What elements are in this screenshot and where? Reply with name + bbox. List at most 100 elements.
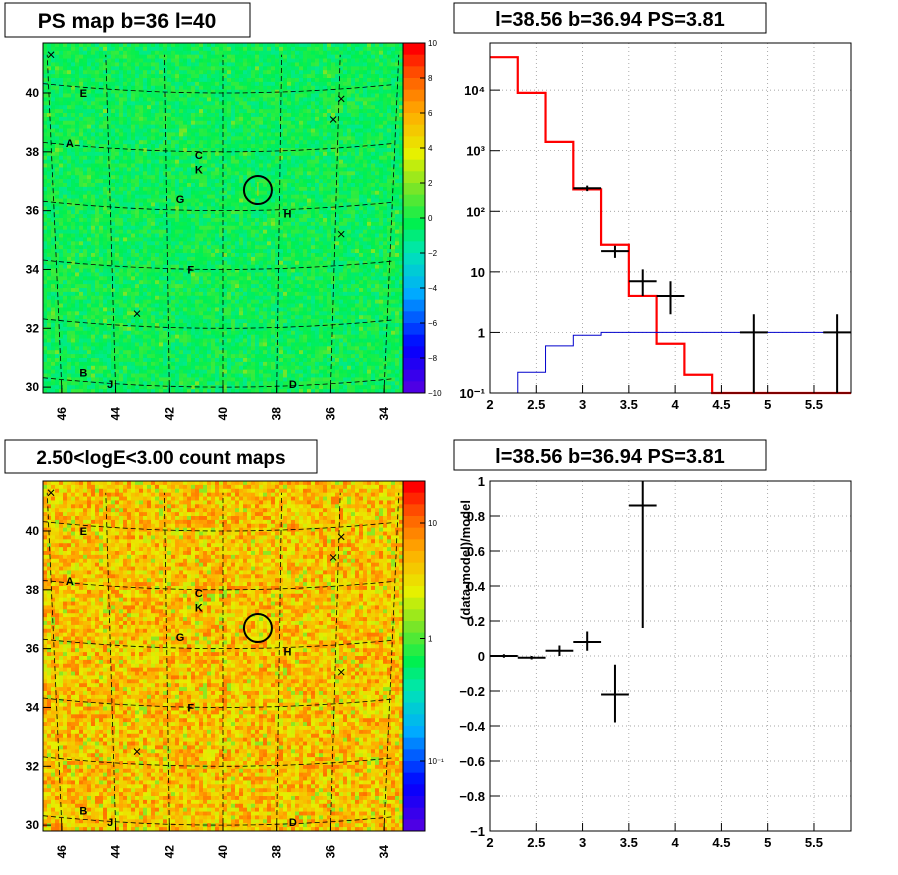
heat-cell [135,377,140,382]
heat-cell [215,346,220,351]
heat-cell [199,85,204,91]
heat-cell [195,148,200,153]
heat-cell [83,124,88,129]
heat-cell [135,365,140,371]
heat-cell [251,311,256,316]
heat-cell [203,46,208,52]
heat-cell [127,81,132,87]
heat-cell [63,144,68,149]
heat-cell [147,385,152,390]
heat-cell [127,319,132,324]
heat-cell [207,163,212,168]
heat-cell [99,190,104,196]
heat-cell [219,179,224,184]
heat-cell [231,124,236,129]
heat-cell [183,268,188,273]
heat-cell [135,218,140,223]
heat-cell [83,350,88,355]
heat-cell [251,202,256,207]
heat-cell [235,221,240,227]
heat-cell [115,175,120,180]
heat-cell [159,221,164,227]
heat-cell [159,338,164,343]
heat-cell [79,85,84,91]
heat-cell [99,124,104,129]
heat-cell [151,249,156,254]
heat-cell [243,276,248,281]
heat-cell [251,85,256,91]
heat-cell [235,214,240,219]
heat-cell [47,148,52,153]
heat-cell [55,179,60,184]
heat-cell [199,377,204,382]
heat-cell [147,389,152,394]
heat-cell [183,311,188,316]
heat-cell [227,323,232,328]
heat-cell [55,163,60,168]
heat-cell [135,385,140,390]
heat-cell [47,183,52,188]
heat-cell [191,163,196,168]
heat-cell [135,194,140,199]
heat-cell [163,140,168,145]
heat-cell [199,319,204,324]
heat-cell [79,206,84,211]
heat-cell [71,253,76,258]
heat-cell [163,354,168,359]
heat-cell [243,81,248,87]
heat-cell [227,144,232,149]
heat-cell [215,253,220,258]
heat-cell [235,109,240,114]
heat-cell [55,299,60,304]
heat-cell [163,338,168,343]
heat-cell [87,326,92,332]
heat-cell [131,93,136,98]
heat-cell [187,171,192,176]
heat-cell [183,214,188,219]
heat-cell [259,221,264,227]
heat-cell [103,272,108,277]
heat-cell [99,116,104,122]
heat-cell [179,81,184,87]
heat-cell [163,365,168,371]
heat-cell [67,210,72,215]
heat-cell [219,373,224,378]
heat-cell [127,97,132,102]
heat-cell [223,326,228,332]
heat-cell [43,116,48,122]
heat-cell [131,385,136,390]
heat-cell [43,295,48,301]
heat-cell [239,175,244,180]
heat-cell [99,62,104,67]
heat-cell [55,315,60,320]
heat-cell [251,144,256,149]
heat-cell [55,373,60,378]
heat-cell [51,225,56,231]
heat-cell [191,128,196,133]
heat-cell [111,81,116,87]
heat-cell [143,105,148,110]
heat-cell [59,210,64,215]
heat-cell [79,124,84,129]
heat-cell [123,132,128,137]
heat-cell [139,365,144,371]
heat-cell [95,377,100,382]
heat-cell [155,381,160,386]
heat-cell [147,144,152,149]
heat-cell [127,237,132,242]
heat-cell [135,326,140,332]
heat-cell [135,50,140,56]
heat-cell [231,171,236,176]
heat-cell [215,194,220,199]
heat-cell [211,323,216,328]
heat-cell [203,303,208,308]
heat-cell [67,97,72,102]
heat-cell [99,78,104,83]
heat-cell [159,136,164,141]
heat-cell [207,140,212,145]
heat-cell [119,229,124,234]
heat-cell [199,101,204,106]
heat-cell [251,334,256,339]
heat-cell [135,70,140,75]
heat-cell [239,132,244,137]
